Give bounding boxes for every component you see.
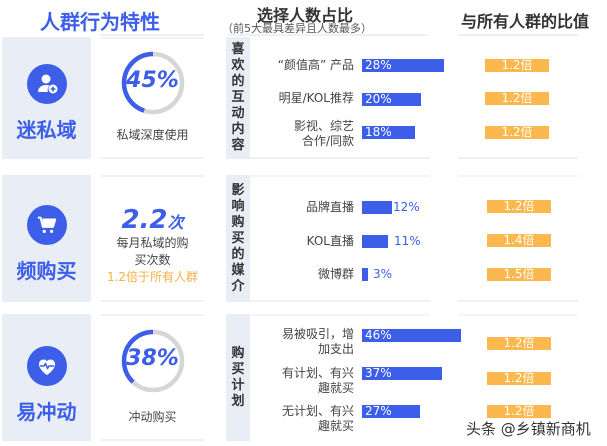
bar: 27% [362,405,420,418]
ring-value: 45% [126,68,179,93]
ring-value: 38% [126,346,179,371]
ratio-badge: 1.2倍 [485,126,549,139]
kpi-number: 2.2次 [101,205,204,235]
segment-label: 频购买 [16,259,77,283]
segment-panel-frequent-buy: 频购买 [2,175,91,302]
segment-panel-impulsive: 易冲动 [2,314,91,441]
kpi-card-impulsive: 38% 冲动购买 [101,314,204,441]
ratio-badge: 1.2倍 [485,59,549,72]
ratio-badge: 1.2倍 [487,200,551,213]
row-label: 品牌直播 [305,200,354,214]
bar-value: 46% [365,328,392,342]
divider [458,175,578,177]
kpi-caption: 每月私域的购 买次数 [116,236,189,267]
user-plus-icon [26,64,67,104]
bar [362,201,392,214]
bar-value: 12% [393,200,420,214]
bar: 18% [362,126,415,139]
row-label: 明星/KOL推荐 [278,91,354,105]
row-label: 易被吸引，增 加支出 [281,327,354,356]
segment-label: 迷私域 [16,118,77,142]
watermark: 头条 @乡镇新商机 [466,420,591,438]
heart-pulse-icon [26,346,67,386]
bar: 46% [362,329,461,342]
ratio-badge: 1.2倍 [487,337,551,350]
kpi-highlight: 1.2倍于所有人群 [106,270,199,284]
divider [458,314,578,316]
category-label: 购买计划 [226,314,250,441]
kpi-caption: 冲动购买 [128,410,177,424]
bar: 37% [362,367,442,380]
ratio-badge: 1.5倍 [487,268,551,281]
divider [458,157,578,159]
bar-value: 27% [365,404,392,418]
bar-value: 37% [365,366,392,380]
row-label: KOL直播 [306,234,354,248]
bar-value: 18% [365,125,392,139]
bar-group [250,314,430,441]
row-label: “颜值高” 产品 [277,58,354,72]
divider [228,34,428,36]
segment-label: 易冲动 [16,400,77,424]
kpi-caption: 私域深度使用 [116,128,189,142]
bar-value: 20% [365,92,392,106]
category-label: 影响购买的媒介 [226,175,250,302]
ratio-badge: 1.4倍 [487,234,551,247]
row-label: 影视、综艺 合作/同款 [293,119,354,148]
section-note-share: （前5大最具差异且人数最多） [222,22,372,35]
divider [100,34,204,36]
bar: 20% [362,93,421,106]
kpi-card-private-domain: 45% 私域深度使用 [101,37,204,159]
bar: 28% [362,59,444,72]
kpi-unit: 次 [167,213,184,232]
progress-ring: 38% [120,328,186,394]
progress-ring: 45% [120,50,186,116]
bar-group [250,37,430,159]
bar-value: 28% [365,58,392,72]
divider [458,34,578,36]
bar [362,268,368,281]
section-title-behavior: 人群行为特性 [40,10,160,34]
kpi-value: 2.2 [121,205,168,235]
segment-panel-private-domain: 迷私域 [2,37,91,159]
row-label: 无计划、有兴 趣就买 [281,404,354,433]
bar-group [250,175,430,302]
kpi-card-frequent-buy: 2.2次 每月私域的购 买次数 1.2倍于所有人群 [101,175,204,302]
section-title-ratio: 与所有人群的比值 [460,12,589,31]
row-label: 微博群 [317,267,354,281]
divider [458,300,578,302]
section-title-share: 选择人数占比 [256,6,353,25]
bar [362,235,388,248]
ratio-badge: 1.2倍 [487,372,551,385]
shopping-cart-icon [26,205,67,245]
bar-value: 11% [394,234,421,248]
bar-value: 3% [373,267,393,281]
row-label: 有计划、有兴 趣就买 [281,366,354,395]
ratio-badge: 1.2倍 [487,405,551,418]
ratio-badge: 1.2倍 [485,92,549,105]
category-label: 喜欢的互动内容 [226,37,250,159]
